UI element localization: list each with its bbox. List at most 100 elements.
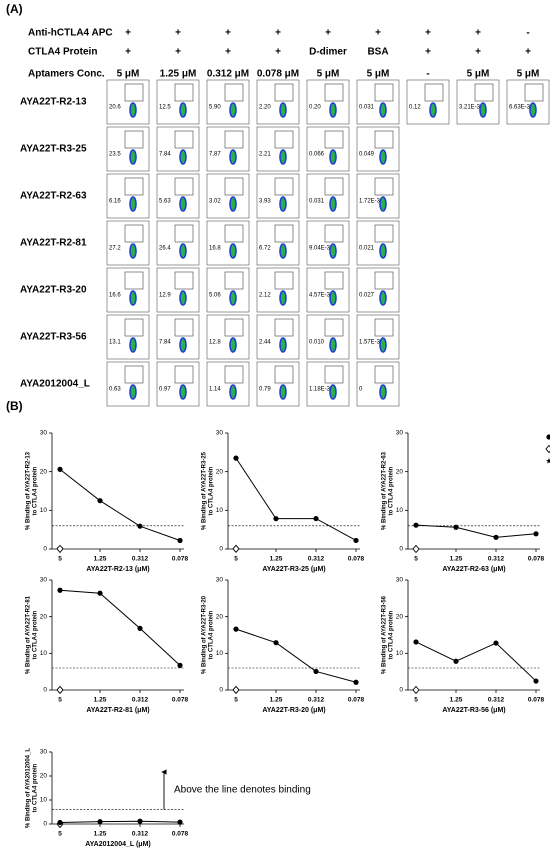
x-tick-label: 1.25	[94, 831, 107, 838]
gate	[174, 130, 194, 149]
flow-plot	[306, 314, 350, 360]
y-tick-label: 10	[40, 507, 48, 514]
gate-percent: 3.02	[209, 199, 221, 205]
point	[493, 640, 499, 646]
x-tick-label: 5	[58, 697, 62, 704]
y-axis-label: % Binding of AYA2012004_L	[26, 748, 32, 828]
condition-value: +	[375, 28, 381, 39]
population	[129, 384, 137, 400]
condition-value: +	[125, 28, 131, 39]
flow-plot	[206, 220, 250, 266]
flow-plot	[256, 173, 300, 219]
flow-plot	[256, 267, 300, 313]
gate	[324, 271, 344, 290]
y-axis-label: to CTLA4 protein	[389, 466, 395, 515]
point	[97, 498, 103, 504]
population	[229, 337, 237, 353]
flow-plot	[356, 220, 400, 266]
population	[229, 149, 237, 165]
x-tick-label: 0.312	[308, 556, 325, 563]
gate	[224, 224, 244, 243]
y-tick-label: 10	[396, 507, 404, 514]
gate	[374, 271, 394, 290]
condition-value: +	[475, 28, 481, 39]
y-tick-label: 30	[40, 430, 48, 437]
x-tick-label: 0.312	[132, 556, 149, 563]
y-tick-label: 0	[219, 546, 223, 553]
y-tick-label: 20	[40, 773, 48, 780]
gate-percent: 2.20	[259, 105, 271, 111]
gate-percent: 0.066	[309, 152, 325, 158]
population	[329, 102, 337, 118]
point	[137, 625, 143, 632]
population	[279, 102, 287, 118]
flow-plot	[106, 173, 150, 219]
gate	[274, 271, 294, 290]
x-tick-label: 0.312	[488, 697, 505, 704]
flow-plot	[206, 126, 250, 172]
x-tick-label: 5	[234, 556, 238, 563]
gate-percent: 0.12	[409, 105, 421, 111]
point	[313, 668, 319, 675]
flow-plot	[356, 173, 400, 219]
condition-value: -	[526, 28, 529, 39]
population	[379, 337, 387, 353]
gate-percent: 4.57E-3	[309, 293, 331, 299]
point	[137, 523, 143, 529]
condition-value: 5 μM	[367, 69, 390, 80]
condition-value: D-dimer	[309, 47, 347, 58]
point	[413, 639, 419, 645]
gate-percent: 16.8	[209, 246, 221, 252]
condition-value: 5 μM	[467, 69, 490, 80]
population	[329, 149, 337, 165]
gate	[174, 224, 194, 243]
y-tick-label: 30	[396, 577, 404, 584]
flow-plot	[156, 79, 200, 125]
gate-percent: 5.63	[159, 199, 171, 205]
flow-plot	[256, 79, 300, 125]
point	[57, 587, 63, 593]
gate-percent: 3.93	[259, 199, 271, 205]
gate	[274, 318, 294, 337]
y-tick-label: 10	[216, 650, 224, 657]
condition-value: 0.312 μM	[207, 69, 249, 80]
point	[56, 544, 64, 554]
flow-plot	[156, 173, 200, 219]
flow-plot	[156, 220, 200, 266]
flow-plot	[206, 267, 250, 313]
y-tick-label: 0	[219, 687, 223, 694]
gate	[174, 318, 194, 337]
condition-value: +	[425, 47, 431, 58]
flow-plot	[306, 173, 350, 219]
point	[545, 444, 550, 454]
point	[353, 537, 359, 544]
population	[179, 196, 187, 212]
condition-value: +	[175, 47, 181, 58]
flow-plot	[306, 126, 350, 172]
flow-plot	[256, 220, 300, 266]
condition-value: +	[275, 47, 281, 58]
y-tick-label: 30	[216, 430, 224, 437]
x-tick-label: 1.25	[94, 556, 107, 563]
population	[279, 384, 287, 400]
gate-percent: 2.12	[259, 293, 271, 299]
gate	[324, 130, 344, 149]
flow-plot	[306, 79, 350, 125]
population	[429, 102, 437, 118]
population	[329, 337, 337, 353]
condition-value: +	[475, 47, 481, 58]
gate	[224, 271, 244, 290]
gate	[374, 83, 394, 102]
population	[329, 384, 337, 400]
x-tick-label: 0.312	[132, 831, 149, 838]
gate-percent: 23.5	[109, 152, 121, 158]
y-axis-label: to CTLA4 protein	[33, 466, 39, 515]
y-tick-label: 30	[396, 430, 404, 437]
point	[56, 685, 64, 695]
population	[279, 243, 287, 259]
gate-percent: 12.5	[159, 105, 171, 111]
point	[97, 590, 103, 596]
gate	[124, 318, 144, 337]
flow-plot	[506, 79, 550, 125]
